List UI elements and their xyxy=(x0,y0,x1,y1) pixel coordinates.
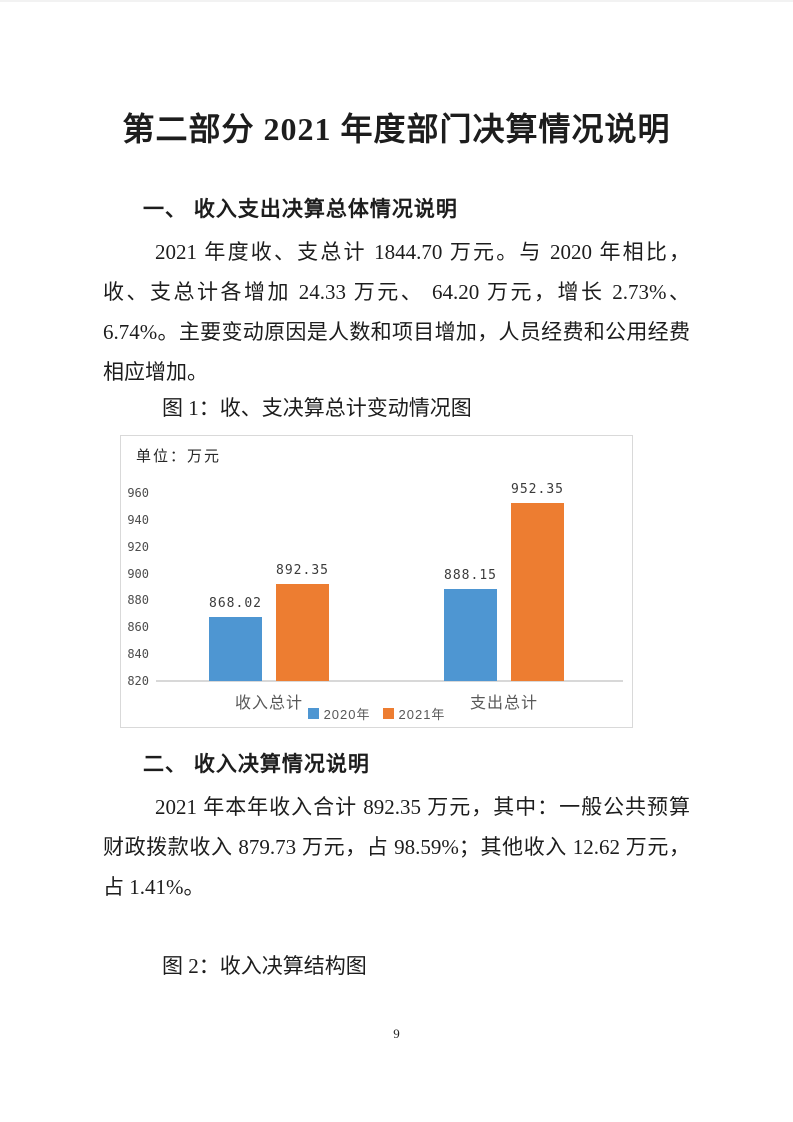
section-heading-1: 一、 收入支出决算总体情况说明 xyxy=(143,198,458,221)
bar-value-label: 888.15 xyxy=(444,568,497,584)
x-axis-category-label: 收入总计 xyxy=(234,695,303,712)
figure-1-bar-chart: 单位：万元 2020年 2021年 820 840 860 880 900 920 940 96… xyxy=(120,435,633,728)
y-axis-tick-label: 880 xyxy=(127,593,149,608)
x-axis-line xyxy=(156,680,623,682)
y-axis-tick-label: 860 xyxy=(127,620,149,635)
bar-value-label: 952.35 xyxy=(511,482,564,498)
bar-2020年-收入总计 xyxy=(209,616,262,681)
y-axis-tick-label: 900 xyxy=(127,566,149,581)
bar-value-label: 868.02 xyxy=(209,595,262,611)
figure-2-caption: 图 2：收入决算结构图 xyxy=(162,954,367,978)
y-axis-tick-label: 820 xyxy=(127,674,149,688)
legend-item: 2020年 xyxy=(307,704,371,723)
chart-unit-label: 单位：万元 xyxy=(136,448,222,465)
section-1-paragraph: 2021 年度收、支总计 1844.70 万元。与 2020 年相比，收、支总计… xyxy=(103,240,690,384)
legend-label: 2021年 xyxy=(398,707,446,722)
section-2-paragraph: 2021 年本年收入合计 892.35 万元，其中：一般公共预算财政拨款收入 8… xyxy=(103,795,690,899)
section-heading-2: 二、 收入决算情况说明 xyxy=(143,753,370,776)
chart-legend: 2020年 2021年 xyxy=(121,704,632,723)
legend-label: 2020年 xyxy=(323,707,371,722)
legend-item: 2021年 xyxy=(382,704,446,723)
bar-2021年-收入总计 xyxy=(276,583,329,681)
y-axis-tick-label: 960 xyxy=(127,486,149,500)
figure-1-caption: 图 1：收、支决算总计变动情况图 xyxy=(162,396,472,420)
legend-swatch-icon xyxy=(307,708,319,719)
legend-swatch-icon xyxy=(382,708,394,719)
page-number: 9 xyxy=(393,1026,400,1041)
y-axis-tick-label: 840 xyxy=(127,647,149,662)
x-axis-category-label: 支出总计 xyxy=(469,695,538,712)
bar-2021年-支出总计 xyxy=(511,503,564,681)
document-title: 第二部分 2021 年度部门决算情况说明 xyxy=(122,111,671,147)
y-axis-tick-label: 920 xyxy=(127,539,149,554)
bar-value-label: 892.35 xyxy=(276,562,329,578)
y-axis-tick-label: 940 xyxy=(127,512,149,527)
bar-2020年-支出总计 xyxy=(444,589,497,681)
